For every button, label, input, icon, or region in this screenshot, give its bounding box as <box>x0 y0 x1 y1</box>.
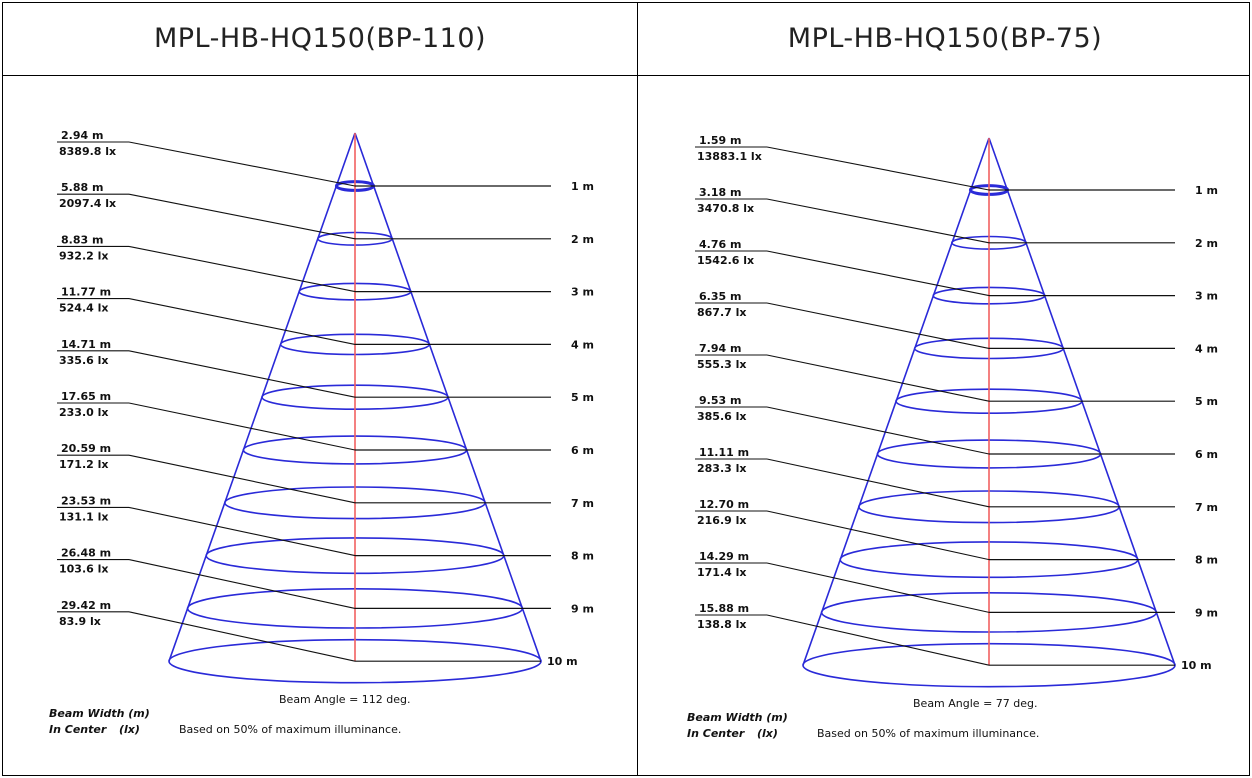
panel-title-left: MPL-HB-HQ150(BP-110) <box>153 23 487 54</box>
beam-width-label-7: 20.59 m <box>61 442 111 455</box>
center-lux-label-7: 283.3 lx <box>697 462 747 475</box>
distance-label-4: 4 m <box>1195 342 1218 355</box>
leader-line-6 <box>766 406 990 455</box>
distance-label-2: 2 m <box>1195 237 1218 250</box>
center-lux-label-4: 524.4 lx <box>59 302 109 315</box>
illuminance-note: Based on 50% of maximum illuminance. <box>817 727 1039 740</box>
beam-width-label-2: 5.88 m <box>61 181 103 194</box>
legend-in-center: In Center <box>687 727 745 740</box>
beam-diagram-left: 1 m 2 m 3 m 4 m 5 m 6 m 7 m 8 m 9 m 10 m 2.94 m 838… <box>49 129 594 736</box>
center-lux-label-7: 171.2 lx <box>59 458 109 471</box>
leader-line-5 <box>128 350 356 398</box>
header-divider <box>3 75 1249 76</box>
beam-width-label-4: 6.35 m <box>699 290 741 303</box>
leader-line-2 <box>128 193 356 240</box>
beam-width-label-10: 29.42 m <box>61 599 111 612</box>
legend-beam-width: Beam Width (m) <box>49 707 150 720</box>
leader-line-1 <box>766 146 990 191</box>
leader-line-10 <box>766 614 990 666</box>
distance-label-3: 3 m <box>1195 290 1218 303</box>
center-lux-label-2: 2097.4 lx <box>59 197 116 210</box>
beam-width-label-2: 3.18 m <box>699 186 741 199</box>
beam-width-label-3: 8.83 m <box>61 233 103 246</box>
distance-label-1: 1 m <box>1195 184 1218 197</box>
beam-width-label-5: 7.94 m <box>699 342 741 355</box>
center-lux-label-10: 138.8 lx <box>697 618 747 631</box>
leader-line-2 <box>766 198 990 244</box>
beam-angle-text: Beam Angle = 112 deg. <box>279 693 411 706</box>
center-lux-label-6: 233.0 lx <box>59 406 109 419</box>
beam-width-label-7: 11.11 m <box>699 446 749 459</box>
distance-label-10: 10 m <box>547 655 578 668</box>
center-lux-label-4: 867.7 lx <box>697 306 747 319</box>
leader-line-3 <box>766 250 990 297</box>
leader-line-8 <box>766 510 990 561</box>
column-divider <box>637 3 638 775</box>
distance-label-1: 1 m <box>571 180 594 193</box>
leader-line-1 <box>128 141 356 187</box>
center-lux-label-2: 3470.8 lx <box>697 202 754 215</box>
legend-lx-unit: (lx) <box>757 727 778 740</box>
distance-label-9: 9 m <box>571 602 594 615</box>
beam-width-label-8: 12.70 m <box>699 498 749 511</box>
center-lux-label-5: 555.3 lx <box>697 358 747 371</box>
center-lux-label-1: 8389.8 lx <box>59 145 116 158</box>
leader-line-4 <box>128 298 356 345</box>
distance-label-5: 5 m <box>571 391 594 404</box>
distance-label-10: 10 m <box>1181 659 1212 672</box>
beam-width-label-1: 2.94 m <box>61 129 103 142</box>
distance-label-5: 5 m <box>1195 395 1218 408</box>
distance-label-4: 4 m <box>571 338 594 351</box>
center-lux-label-9: 171.4 lx <box>697 566 747 579</box>
distance-label-7: 7 m <box>1195 501 1218 514</box>
center-lux-label-8: 131.1 lx <box>59 510 109 523</box>
beam-width-label-5: 14.71 m <box>61 338 111 351</box>
legend-lx-unit: (lx) <box>119 723 140 736</box>
distance-label-7: 7 m <box>571 497 594 510</box>
leader-line-9 <box>128 559 356 609</box>
distance-label-8: 8 m <box>1195 554 1218 567</box>
beam-width-label-8: 23.53 m <box>61 494 111 507</box>
distance-label-2: 2 m <box>571 233 594 246</box>
distance-label-8: 8 m <box>571 550 594 563</box>
center-lux-label-9: 103.6 lx <box>59 563 109 576</box>
center-lux-label-1: 13883.1 lx <box>697 150 762 163</box>
leader-line-7 <box>128 454 356 504</box>
legend-beam-width: Beam Width (m) <box>687 711 788 724</box>
leader-line-3 <box>128 245 356 293</box>
legend-in-center: In Center <box>49 723 107 736</box>
distance-label-6: 6 m <box>1195 448 1218 461</box>
beam-width-label-9: 26.48 m <box>61 547 111 560</box>
leader-line-7 <box>766 458 990 508</box>
center-lux-label-10: 83.9 lx <box>59 615 101 628</box>
leader-line-10 <box>128 611 356 662</box>
distance-label-3: 3 m <box>571 286 594 299</box>
beam-diagram-right: 1 m 2 m 3 m 4 m 5 m 6 m 7 m 8 m 9 m 10 m 1.59 m 138… <box>687 134 1218 740</box>
beam-angle-text: Beam Angle = 77 deg. <box>913 697 1038 710</box>
center-lux-label-5: 335.6 lx <box>59 354 109 367</box>
center-lux-label-3: 1542.6 lx <box>697 254 754 267</box>
center-lux-label-3: 932.2 lx <box>59 249 109 262</box>
beam-width-label-4: 11.77 m <box>61 286 111 299</box>
beam-width-label-6: 17.65 m <box>61 390 111 403</box>
illuminance-note: Based on 50% of maximum illuminance. <box>179 723 401 736</box>
leader-line-9 <box>766 562 990 613</box>
panel-title-right: MPL-HB-HQ150(BP-75) <box>787 23 1103 54</box>
center-lux-label-8: 216.9 lx <box>697 514 747 527</box>
center-lux-label-6: 385.6 lx <box>697 410 747 423</box>
distance-label-6: 6 m <box>571 444 594 457</box>
distance-label-9: 9 m <box>1195 606 1218 619</box>
leader-line-6 <box>128 402 356 451</box>
beam-width-label-6: 9.53 m <box>699 394 741 407</box>
beam-width-label-10: 15.88 m <box>699 602 749 615</box>
beam-width-label-9: 14.29 m <box>699 550 749 563</box>
leader-line-4 <box>766 302 990 349</box>
beam-width-label-1: 1.59 m <box>699 134 741 147</box>
beam-width-label-3: 4.76 m <box>699 238 741 251</box>
leader-line-5 <box>766 354 990 402</box>
leader-line-8 <box>128 506 356 557</box>
